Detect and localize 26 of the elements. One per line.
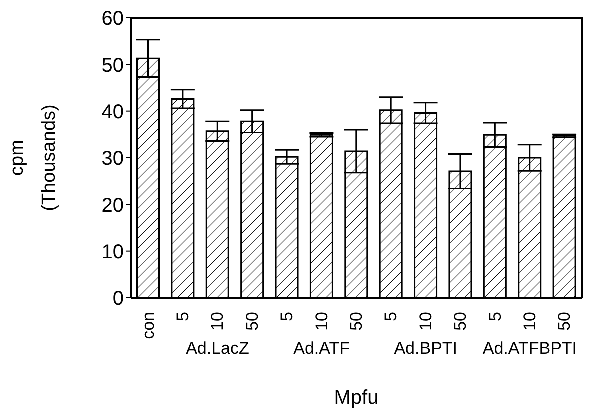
y-tick-label: 10 [102, 241, 124, 264]
x-tick-label: con [138, 312, 158, 340]
y-tick-label: 0 [112, 288, 124, 310]
y-tick-label: 50 [102, 54, 124, 77]
text: Ad.LacZ [186, 339, 250, 358]
y-tick-label: 20 [102, 194, 124, 217]
x-tick-label: 50 [347, 312, 366, 331]
y-tick-label: 60 [102, 8, 124, 30]
x-tick-label: 50 [451, 312, 470, 331]
y-tick-label: 40 [102, 101, 124, 124]
text: Ad.ATF [294, 339, 350, 358]
x-tick-label: 5 [174, 312, 193, 322]
x-tick-label: 10 [416, 312, 436, 331]
y-axis-title: cpm (Thousands) [7, 104, 60, 212]
x-tick-label: 5 [382, 312, 401, 322]
text: Ad.ATFBPTI [482, 339, 578, 358]
y-tick-label: 30 [102, 148, 124, 170]
text: Ad.BPTI [394, 339, 458, 358]
x-tick-label: 5 [278, 312, 297, 322]
x-tick-label: 50 [555, 312, 574, 331]
x-axis-title: Mpfu [334, 387, 379, 409]
x-tick-label: 5 [486, 312, 505, 322]
x-tick-label: 10 [208, 312, 228, 331]
x-tick-label: 10 [520, 312, 540, 331]
x-tick-label: 50 [242, 312, 262, 331]
x-tick-label: 10 [312, 312, 332, 331]
